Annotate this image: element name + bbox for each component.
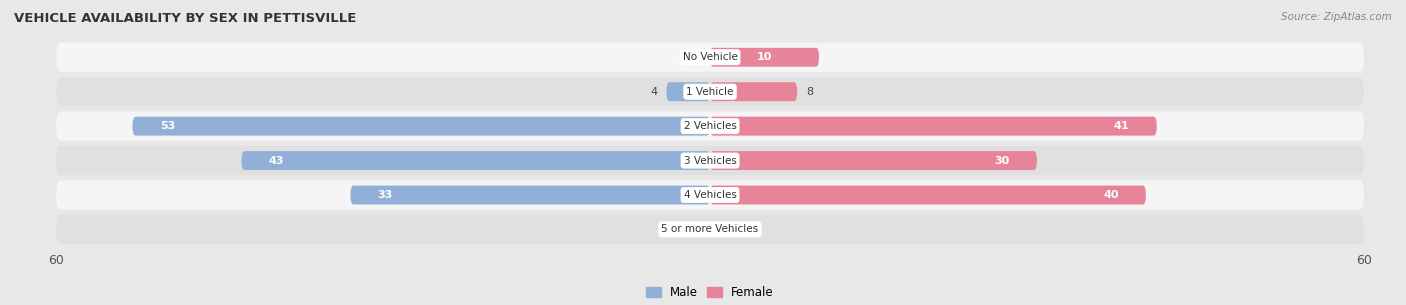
Text: VEHICLE AVAILABILITY BY SEX IN PETTISVILLE: VEHICLE AVAILABILITY BY SEX IN PETTISVIL…: [14, 12, 357, 25]
FancyBboxPatch shape: [56, 180, 1364, 210]
FancyBboxPatch shape: [56, 77, 1364, 106]
FancyBboxPatch shape: [710, 185, 1146, 204]
Text: 2 Vehicles: 2 Vehicles: [683, 121, 737, 131]
FancyBboxPatch shape: [56, 43, 1364, 72]
Text: 0: 0: [695, 224, 702, 235]
Text: 4: 4: [651, 87, 658, 97]
Text: Source: ZipAtlas.com: Source: ZipAtlas.com: [1281, 12, 1392, 22]
Text: 0: 0: [718, 224, 725, 235]
Text: 41: 41: [1114, 121, 1129, 131]
FancyBboxPatch shape: [56, 215, 1364, 244]
Text: 0: 0: [695, 52, 702, 62]
FancyBboxPatch shape: [710, 117, 1157, 136]
FancyBboxPatch shape: [56, 146, 1364, 175]
Text: 5 or more Vehicles: 5 or more Vehicles: [661, 224, 759, 235]
Text: 3 Vehicles: 3 Vehicles: [683, 156, 737, 166]
Legend: Male, Female: Male, Female: [641, 282, 779, 304]
FancyBboxPatch shape: [242, 151, 710, 170]
Text: 8: 8: [806, 87, 813, 97]
Text: No Vehicle: No Vehicle: [682, 52, 738, 62]
FancyBboxPatch shape: [710, 151, 1038, 170]
Text: 40: 40: [1104, 190, 1119, 200]
FancyBboxPatch shape: [666, 82, 710, 101]
Text: 43: 43: [269, 156, 284, 166]
Text: 33: 33: [378, 190, 392, 200]
FancyBboxPatch shape: [710, 48, 818, 67]
FancyBboxPatch shape: [56, 112, 1364, 141]
Text: 10: 10: [756, 52, 772, 62]
Text: 1 Vehicle: 1 Vehicle: [686, 87, 734, 97]
FancyBboxPatch shape: [350, 185, 710, 204]
FancyBboxPatch shape: [710, 82, 797, 101]
Text: 4 Vehicles: 4 Vehicles: [683, 190, 737, 200]
Text: 53: 53: [160, 121, 174, 131]
Text: 30: 30: [994, 156, 1010, 166]
FancyBboxPatch shape: [132, 117, 710, 136]
